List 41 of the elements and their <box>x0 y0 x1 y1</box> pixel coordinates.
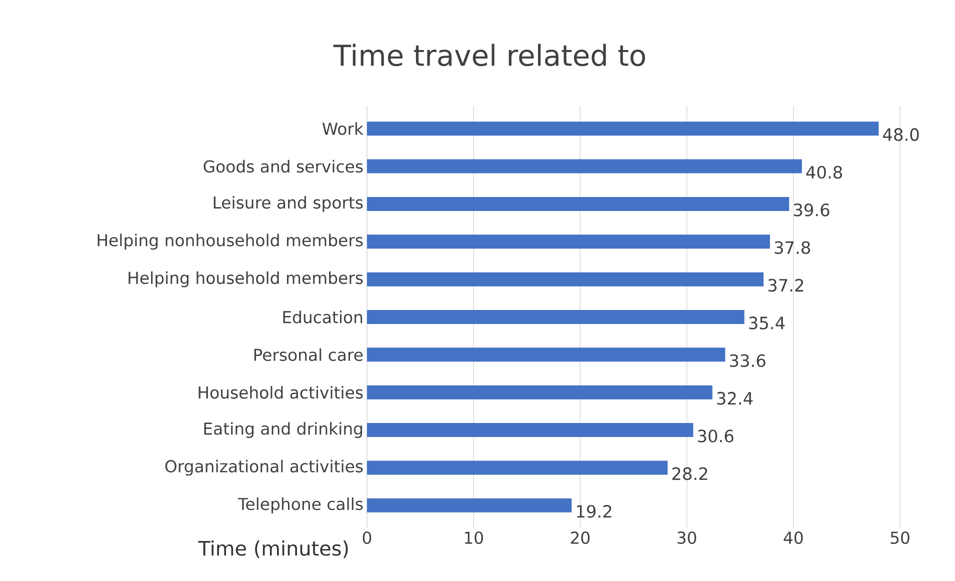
chart-title: Time travel related to <box>333 44 646 66</box>
bar <box>367 122 879 136</box>
y-tick-label: Helping nonhousehold members <box>98 234 363 250</box>
data-label: 48.0 <box>883 128 919 141</box>
y-tick-label: Eating and drinking <box>204 422 362 438</box>
bar <box>367 423 694 438</box>
bar <box>367 385 712 400</box>
x-tick-label: 30 <box>678 532 696 544</box>
y-tick-label: Helping household members <box>128 271 363 288</box>
bar <box>367 234 770 249</box>
bar <box>367 460 668 475</box>
x-tick-label: 20 <box>570 532 590 544</box>
bar <box>367 498 572 512</box>
y-tick-label: Education <box>283 310 362 324</box>
bar <box>367 159 802 174</box>
data-label: 28.2 <box>672 467 708 480</box>
x-tick-label: 40 <box>784 532 803 544</box>
data-label: 37.2 <box>768 278 804 292</box>
bar <box>367 348 726 362</box>
x-axis-title: Time (minutes) <box>198 540 348 558</box>
data-label: 30.6 <box>698 430 734 442</box>
data-label: 37.8 <box>774 241 810 254</box>
bar <box>367 196 790 211</box>
y-tick-label: Telephone calls <box>238 497 363 514</box>
data-label: 40.8 <box>806 166 842 179</box>
data-label: 33.6 <box>730 354 766 368</box>
data-label: 39.6 <box>794 204 830 216</box>
data-label: 35.4 <box>749 316 785 330</box>
data-label: 32.4 <box>717 392 753 405</box>
y-tick-label: Personal care <box>254 348 363 362</box>
data-label: 19.2 <box>577 504 612 518</box>
y-tick-label: Organizational activities <box>165 460 363 476</box>
y-tick-label: Leisure and sports <box>214 196 363 212</box>
bar <box>367 272 764 286</box>
y-tick-label: Work <box>322 122 364 135</box>
x-tick-label: 0 <box>362 532 372 544</box>
x-tick-label: 50 <box>890 532 910 544</box>
y-tick-label: Household activities <box>198 386 363 399</box>
y-tick-label: Goods and services <box>204 160 363 173</box>
x-tick-label: 10 <box>464 532 483 544</box>
bar <box>367 310 744 324</box>
